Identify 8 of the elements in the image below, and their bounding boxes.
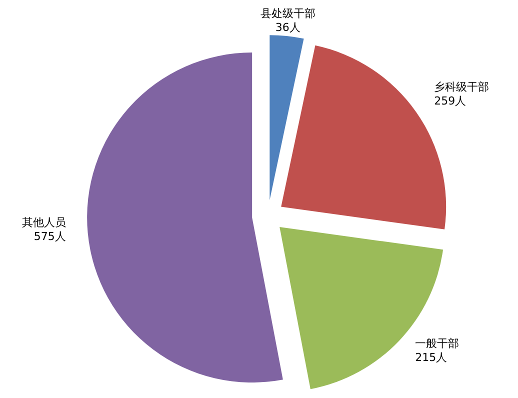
- data-label: 259人: [434, 94, 466, 108]
- slice-label: 一般干部: [415, 336, 460, 350]
- data-label: 36人: [275, 21, 300, 34]
- data-label: 215人: [415, 350, 448, 364]
- data-label: 575人: [34, 230, 66, 244]
- slice-label: 县处级干部: [260, 7, 316, 20]
- slice-label: 乡科级干部: [434, 80, 490, 94]
- slice-label: 其他人员: [22, 216, 66, 230]
